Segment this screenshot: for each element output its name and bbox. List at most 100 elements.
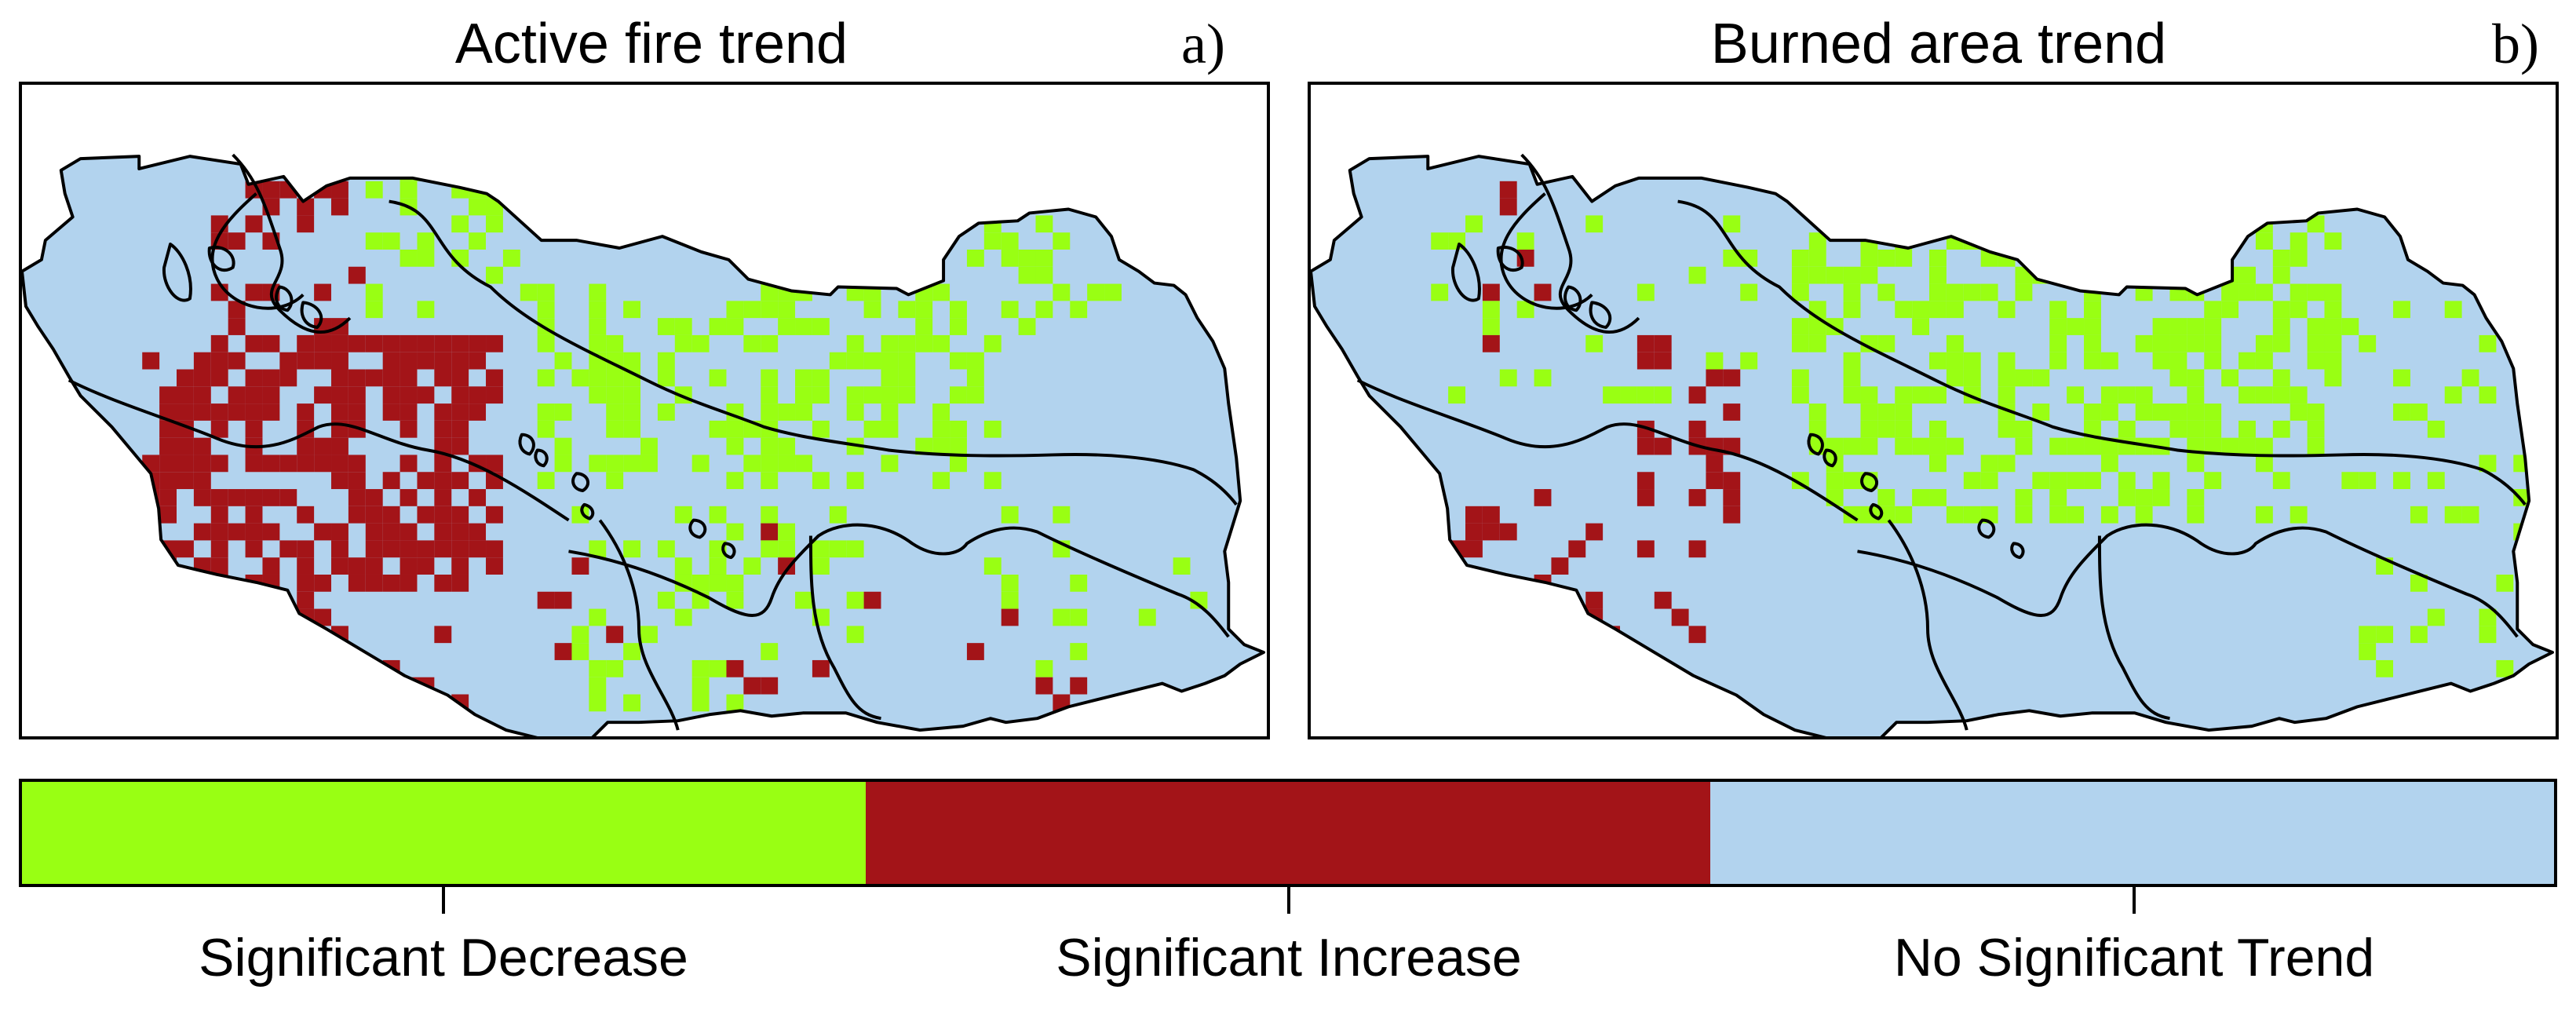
- trend-cell: [1636, 334, 1655, 352]
- trend-cell: [228, 608, 246, 626]
- trend-cell: [1706, 352, 1724, 370]
- trend-cell: [554, 591, 572, 609]
- trend-cell: [2238, 352, 2256, 370]
- legend-swatch-decrease: [22, 782, 867, 884]
- trend-cell: [486, 540, 503, 558]
- trend-cell: [1482, 523, 1500, 541]
- trend-cell: [709, 506, 727, 524]
- trend-cell: [726, 574, 744, 592]
- trend-cell: [382, 574, 400, 592]
- legend-label-no-trend: No Significant Trend: [1893, 928, 2375, 988]
- trend-cell: [469, 198, 487, 216]
- region-boundary-line: [162, 243, 192, 302]
- trend-cell: [812, 386, 830, 404]
- trend-cell: [262, 557, 280, 575]
- trend-cell: [2100, 249, 2118, 267]
- trend-cell: [1860, 249, 1878, 267]
- trend-cell: [1723, 489, 1741, 506]
- trend-cell: [1035, 301, 1053, 319]
- trend-cell: [1465, 215, 1483, 233]
- trend-cell: [1843, 266, 1861, 284]
- region-boundary-line: [534, 448, 549, 468]
- trend-cell: [1534, 369, 1552, 387]
- trend-cell: [1929, 266, 1947, 284]
- trend-cell: [1585, 523, 1604, 541]
- trend-cell: [2187, 455, 2205, 473]
- trend-cell: [177, 437, 194, 455]
- trend-cell: [1035, 659, 1053, 677]
- trend-cell: [1018, 266, 1036, 284]
- trend-cell: [245, 455, 263, 473]
- trend-cell: [451, 420, 469, 438]
- trend-cell: [193, 455, 211, 473]
- trend-cell: [1534, 283, 1552, 301]
- trend-cell: [846, 540, 864, 558]
- trend-cell: [863, 386, 881, 404]
- trend-cell: [898, 386, 916, 404]
- trend-cell: [2152, 489, 2170, 506]
- trend-cell: [331, 557, 348, 575]
- trend-cell: [2496, 659, 2514, 677]
- trend-cell: [2204, 437, 2222, 455]
- trend-cell: [1534, 489, 1552, 506]
- trend-cell: [2204, 334, 2222, 352]
- trend-cell: [2324, 283, 2342, 301]
- trend-cell: [331, 386, 348, 404]
- trend-cell: [1431, 283, 1449, 301]
- trend-cell: [1723, 403, 1741, 421]
- trend-cell: [2169, 352, 2187, 370]
- region-boundary-line: [207, 246, 235, 272]
- trend-cell: [846, 352, 864, 370]
- trend-cell: [812, 369, 830, 387]
- trend-cell: [2067, 437, 2085, 455]
- trend-cell: [1636, 352, 1655, 370]
- trend-cell: [451, 334, 469, 352]
- trend-cell: [1482, 334, 1500, 352]
- trend-cell: [400, 523, 418, 541]
- trend-cell: [1465, 574, 1483, 592]
- region-boundary-line: [68, 378, 570, 522]
- trend-cell: [966, 352, 984, 370]
- trend-cell: [623, 420, 641, 438]
- trend-cell: [589, 369, 607, 387]
- trend-cell: [2015, 232, 2033, 250]
- trend-cell: [210, 506, 228, 524]
- trend-cell: [382, 403, 400, 421]
- trend-cell: [1636, 386, 1655, 404]
- trend-cell: [365, 574, 383, 592]
- trend-cell: [245, 386, 263, 404]
- trend-cell: [417, 386, 435, 404]
- trend-cell: [2479, 215, 2497, 233]
- trend-cell: [1998, 352, 2016, 370]
- trend-cell: [2376, 626, 2394, 644]
- trend-cell: [2513, 301, 2531, 319]
- trend-cell: [262, 369, 280, 387]
- trend-cell: [1843, 352, 1861, 370]
- trend-cell: [812, 540, 830, 558]
- trend-cell: [1070, 677, 1088, 695]
- trend-cell: [812, 472, 830, 490]
- trend-cell: [2359, 334, 2377, 352]
- trend-cell: [1001, 249, 1019, 267]
- trend-cell: [1654, 352, 1672, 370]
- trend-cell: [795, 403, 812, 421]
- trend-cell: [778, 301, 796, 319]
- trend-cell: [2359, 472, 2377, 490]
- trend-cell: [1895, 437, 1913, 455]
- trend-cell: [159, 386, 177, 404]
- panel-b-letter: b): [2492, 13, 2539, 75]
- trend-cell: [1843, 369, 1861, 387]
- trend-cell: [2084, 301, 2101, 319]
- trend-cell: [589, 334, 607, 352]
- trend-cell: [520, 283, 538, 301]
- trend-cell: [365, 523, 383, 541]
- trend-cell: [417, 352, 435, 370]
- trend-cell: [1671, 608, 1689, 626]
- trend-cell: [1706, 455, 1724, 473]
- trend-cell: [245, 334, 263, 352]
- trend-cell: [726, 420, 744, 438]
- trend-cell: [2084, 403, 2101, 421]
- trend-cell: [950, 352, 967, 370]
- legend-label-increase: Significant Increase: [1056, 928, 1522, 988]
- trend-cell: [1946, 352, 1964, 370]
